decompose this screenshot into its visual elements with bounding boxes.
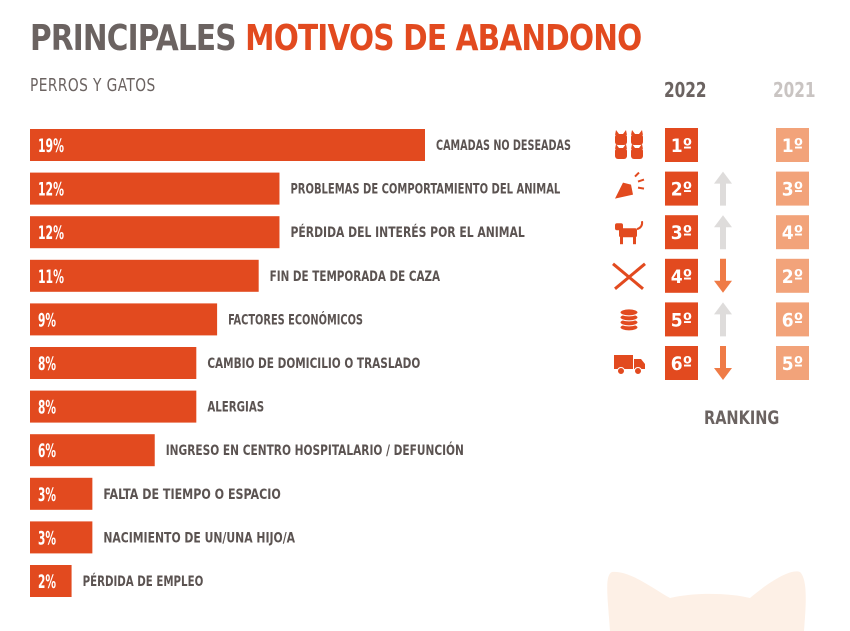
bar-value-label-4: 11%: [38, 266, 64, 288]
bar-value-label-9: 3%: [38, 484, 56, 506]
dog-icon: [615, 221, 644, 245]
ranking-row-3: 3º 4º: [615, 215, 809, 250]
truck-icon: [614, 355, 645, 375]
arrow-up-icon: [714, 215, 732, 250]
ranking-row-1: 1º 1º: [615, 128, 809, 162]
rank-2021-box-5: [776, 302, 809, 337]
arrow-up-icon: [714, 302, 732, 337]
ranking-row-5: 5º 6º: [619, 302, 809, 337]
bars-layer: 19% CAMADAS NO DESEADAS 12% PROBLEMAS DE CO…: [30, 129, 571, 597]
rank-2021-label-6: 5º: [782, 353, 804, 375]
category-label-9: FALTA DE TIEMPO O ESPACIO: [103, 487, 281, 503]
rank-2021-label-2: 3º: [782, 179, 804, 201]
bar-11: [30, 565, 72, 597]
bar-7: [30, 390, 197, 423]
rank-2022-box-6: [665, 346, 698, 380]
rank-2022-label-1: 1º: [671, 135, 693, 157]
bar-value-label-7: 8%: [38, 397, 56, 419]
bar-value-label-5: 9%: [38, 309, 56, 331]
bar-2: [30, 172, 280, 205]
bar-1: [30, 129, 425, 161]
bar-value-label-2: 12%: [38, 179, 64, 201]
bar-8: [30, 434, 155, 467]
crossed-rifles-icon: [612, 262, 646, 290]
bar-6: [30, 347, 197, 379]
rank-2021-box-1: [776, 128, 809, 162]
dog-barking-icon: [615, 171, 645, 199]
rank-2022-label-6: 6º: [671, 353, 693, 375]
rank-2022-box-5: [665, 302, 698, 337]
year-2022-header: 2022: [664, 78, 707, 102]
bar-10: [30, 521, 93, 554]
chart-title: PRINCIPALES MOTIVOS DE ABANDONO: [30, 18, 642, 59]
bar-5: [30, 303, 218, 336]
rank-2021-box-3: [776, 215, 809, 250]
bar-value-label-3: 12%: [38, 222, 64, 244]
bar-value-label-8: 6%: [38, 440, 56, 462]
category-label-11: PÉRDIDA DE EMPLEO: [83, 573, 204, 590]
coins-icon: [619, 308, 639, 332]
year-2021-header: 2021: [773, 78, 816, 102]
category-label-10: NACIMIENTO DE UN/UNA HIJO/A: [103, 530, 295, 546]
rank-2022-label-3: 3º: [671, 222, 693, 244]
ranking-label: RANKING: [704, 407, 780, 429]
title-part1: PRINCIPALES: [30, 18, 237, 59]
rank-2021-label-4: 2º: [782, 266, 804, 288]
rank-2021-label-1: 1º: [782, 135, 804, 157]
rank-2022-box-3: [665, 215, 698, 250]
bar-value-label-10: 3%: [38, 527, 56, 549]
category-label-6: CAMBIO DE DOMICILIO O TRASLADO: [207, 356, 420, 372]
rank-2021-box-4: [776, 258, 809, 293]
rank-2021-label-3: 4º: [782, 222, 804, 244]
category-label-8: INGRESO EN CENTRO HOSPITALARIO / DEFUNCI…: [166, 441, 464, 459]
rank-2022-label-5: 5º: [671, 309, 693, 331]
category-label-7: ALERGIAS: [207, 400, 264, 416]
bar-4: [30, 259, 259, 292]
rank-2022-box-1: [665, 128, 698, 162]
rank-2021-label-5: 6º: [782, 309, 804, 331]
ranking-row-4: 4º 2º: [612, 258, 809, 293]
category-label-2: PROBLEMAS DE COMPORTAMIENTO DEL ANIMAL: [290, 182, 560, 198]
rank-2022-label-4: 4º: [671, 266, 693, 288]
title-part2: MOTIVOS DE ABANDONO: [245, 18, 642, 59]
category-label-5: FACTORES ECONÓMICOS: [228, 310, 363, 328]
rank-2022-label-2: 2º: [671, 179, 693, 201]
bar-value-label-11: 2%: [38, 571, 56, 593]
bar-value-label-6: 8%: [38, 353, 56, 375]
rank-2022-box-4: [665, 258, 698, 293]
category-label-1: CAMADAS NO DESEADAS: [436, 138, 571, 154]
ranking-row-6: 6º 5º: [614, 346, 809, 380]
arrow-down-icon: [714, 258, 732, 293]
cats-icon: [615, 130, 643, 159]
bar-3: [30, 216, 280, 249]
cat-silhouette-decoration: [607, 571, 806, 631]
rank-2022-box-2: [665, 171, 698, 206]
bar-9: [30, 477, 93, 510]
ranking-row-2: 2º 3º: [615, 171, 809, 206]
rank-2021-box-2: [776, 171, 809, 206]
category-label-3: PÉRDIDA DEL INTERÉS POR EL ANIMAL: [290, 224, 524, 241]
chart-subtitle: PERROS Y GATOS: [30, 75, 156, 96]
ranking-layer: 1º 1º 2º 3º 3º 4º 4º 2º 5º 6º 6º 5º: [612, 128, 809, 380]
category-label-4: FIN DE TEMPORADA DE CAZA: [270, 269, 441, 285]
arrow-up-icon: [714, 171, 732, 206]
arrow-down-icon: [714, 346, 732, 380]
rank-2021-box-6: [776, 346, 809, 380]
bar-value-label-1: 19%: [38, 135, 64, 157]
